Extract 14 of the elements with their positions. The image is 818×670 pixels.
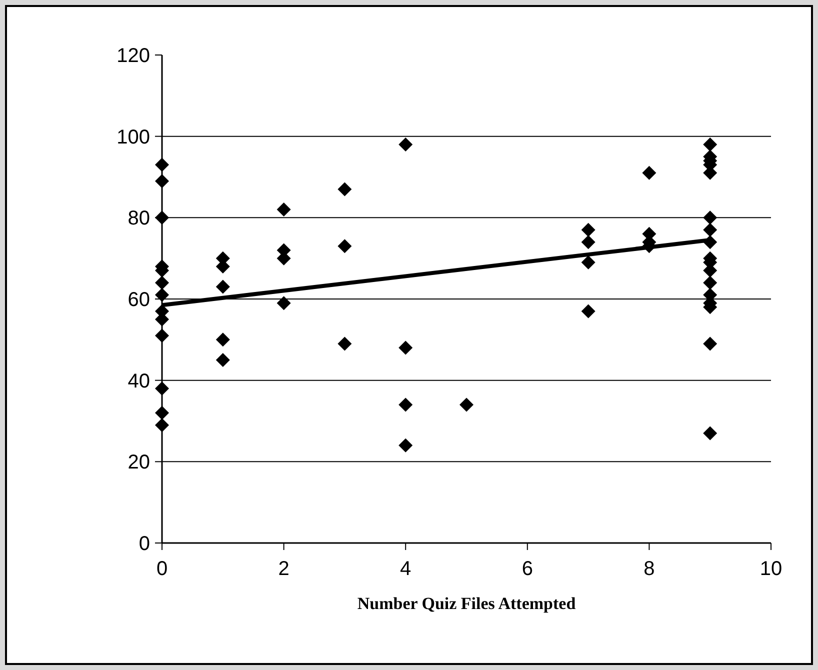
y-tick-label: 80 — [128, 208, 150, 230]
y-tick-label: 60 — [128, 289, 150, 311]
x-tick-label: 10 — [760, 558, 782, 580]
y-tick-label: 0 — [138, 533, 150, 555]
x-axis-title: Number Quiz Files Attempted — [357, 594, 576, 613]
x-tick-label: 2 — [278, 558, 290, 580]
y-tick-label: 100 — [116, 126, 150, 148]
x-tick-label: 4 — [400, 558, 412, 580]
x-tick-label: 8 — [644, 558, 655, 580]
y-tick-label: 120 — [116, 45, 150, 67]
y-tick-label: 20 — [128, 452, 150, 474]
y-tick-label: 40 — [128, 370, 150, 392]
x-tick-label: 6 — [522, 558, 533, 580]
x-tick-label: 0 — [156, 558, 168, 580]
